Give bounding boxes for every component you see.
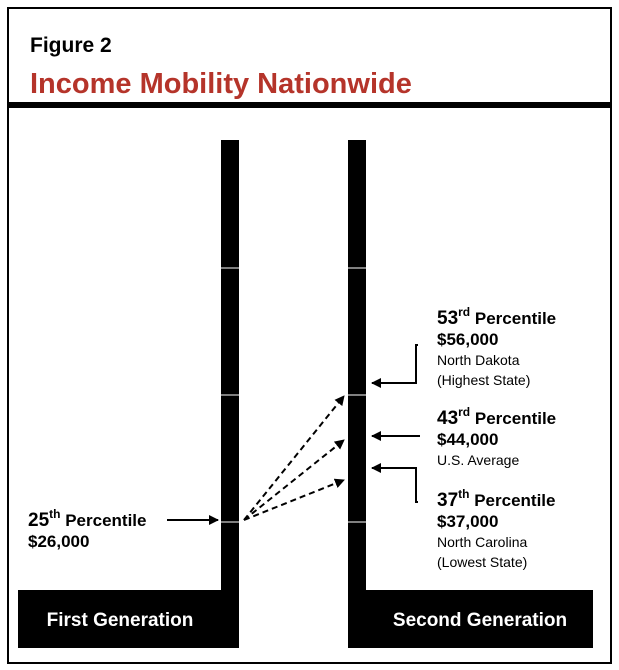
column-label: First Generation bbox=[47, 610, 194, 631]
note: North Dakota bbox=[437, 352, 520, 368]
percentile: 37th Percentile bbox=[437, 487, 555, 511]
amount: $44,000 bbox=[437, 430, 498, 449]
dashed-arrows bbox=[243, 395, 345, 521]
column-label: Second Generation bbox=[393, 610, 567, 631]
percentile: 53rd Percentile bbox=[437, 305, 556, 329]
amount: $37,000 bbox=[437, 512, 498, 531]
amount: $56,000 bbox=[437, 330, 498, 349]
note: North Carolina bbox=[437, 534, 527, 550]
suffix: rd bbox=[458, 405, 470, 419]
label-arrows bbox=[371, 344, 420, 503]
right-bar bbox=[348, 140, 366, 648]
percentile: 43rd Percentile bbox=[437, 405, 556, 429]
header-rule bbox=[8, 102, 611, 108]
first-percentile: 25th Percentile bbox=[28, 507, 146, 531]
text: Percentile bbox=[475, 409, 556, 428]
number: 37 bbox=[437, 490, 458, 511]
frame bbox=[7, 7, 612, 664]
suffix: rd bbox=[458, 305, 470, 319]
text: Percentile bbox=[475, 309, 556, 328]
text: Percentile bbox=[474, 491, 555, 510]
suffix: th bbox=[458, 487, 469, 501]
figure-label: Figure 2 bbox=[30, 34, 112, 57]
first-amount: $26,000 bbox=[28, 532, 89, 551]
first-box bbox=[18, 590, 221, 648]
left-bar bbox=[221, 140, 239, 648]
bars bbox=[221, 140, 366, 648]
note: (Lowest State) bbox=[437, 554, 527, 570]
number: 43 bbox=[437, 408, 458, 429]
note: U.S. Average bbox=[437, 452, 519, 468]
title: Income Mobility Nationwide bbox=[30, 68, 412, 100]
second-box bbox=[366, 590, 593, 648]
note: (Highest State) bbox=[437, 372, 530, 388]
number: 53 bbox=[437, 308, 458, 329]
